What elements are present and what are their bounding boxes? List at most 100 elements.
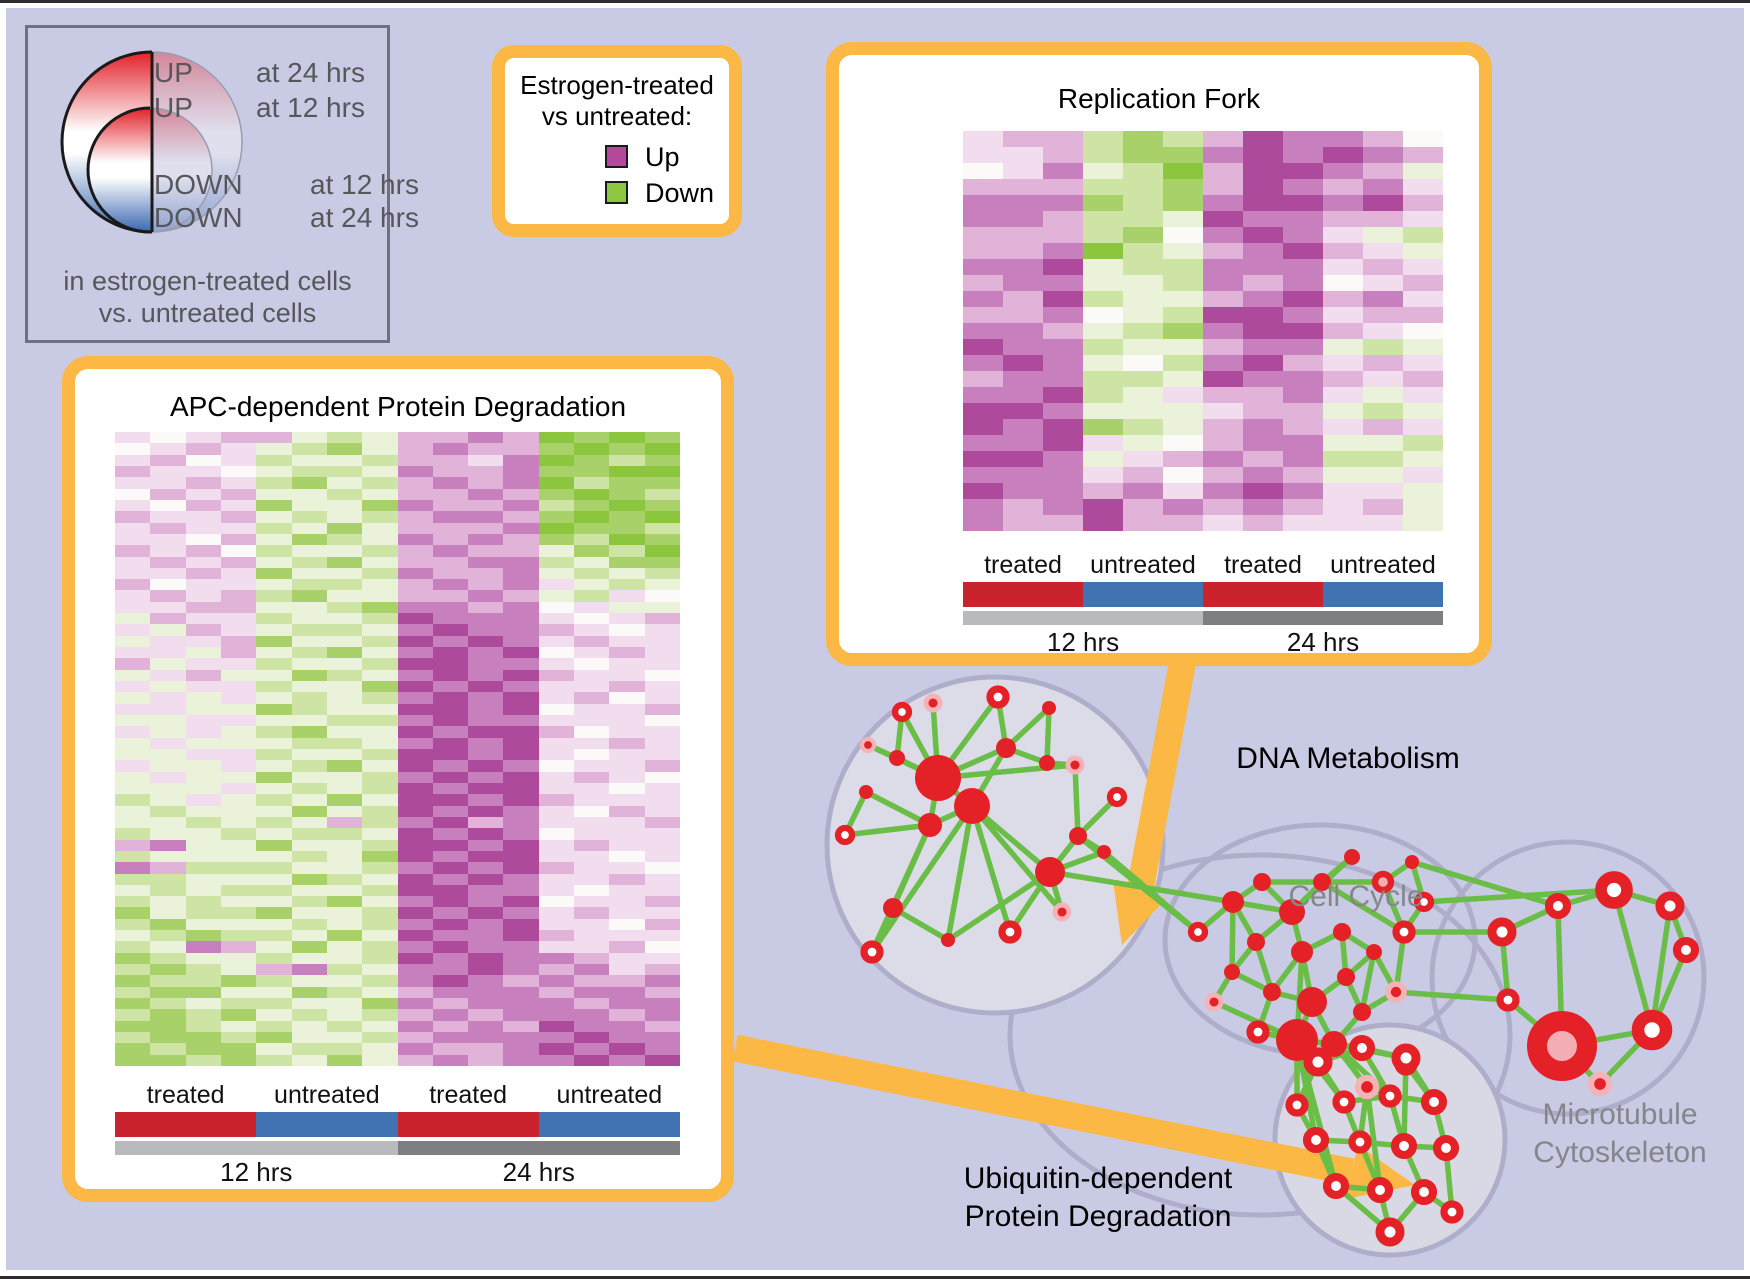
network-node <box>1247 933 1265 951</box>
heatmap-cell <box>150 533 186 546</box>
heatmap-cell <box>1403 147 1443 163</box>
heatmap-cell <box>1123 451 1163 467</box>
heatmap-cell <box>1203 227 1243 243</box>
heatmap-cell <box>256 511 292 523</box>
heatmap-cell <box>574 907 610 919</box>
heatmap-cell <box>1203 275 1243 291</box>
network-node <box>1410 1178 1438 1206</box>
heatmap-cell <box>468 545 504 557</box>
heatmap-cell <box>468 805 504 817</box>
heatmap-cell <box>150 579 186 591</box>
heatmap-cell <box>644 533 680 546</box>
heatmap-cell <box>185 975 221 987</box>
heatmap-cell <box>256 748 292 761</box>
heatmap-cell <box>115 918 151 931</box>
heatmap-cell <box>220 850 257 863</box>
heatmap-cell <box>1243 355 1283 371</box>
heatmap-cell <box>1003 147 1043 163</box>
heatmap-cell <box>1363 131 1403 147</box>
heatmap-cell <box>115 715 151 727</box>
heatmap-cell <box>644 567 680 580</box>
heatmap-cell <box>432 998 469 1010</box>
heatmap-cell <box>1323 515 1363 531</box>
heatmap-cell <box>1083 339 1123 355</box>
heatmap-cell <box>185 432 221 444</box>
heatmap-cell <box>362 816 398 829</box>
heatmap-cell <box>150 545 186 557</box>
heatmap-cell <box>503 715 539 727</box>
heatmap-cell <box>574 567 610 580</box>
heatmap-cell <box>291 952 327 965</box>
heatmap-cell <box>150 986 186 999</box>
heatmap-cell <box>1043 291 1083 307</box>
heatmap-cell <box>538 726 575 738</box>
heatmap-cell <box>644 896 680 908</box>
heatmap-cell <box>468 748 504 761</box>
heatmap-cell <box>503 805 539 817</box>
heatmap-cell <box>574 782 610 795</box>
heatmap-cell <box>291 1043 327 1055</box>
heatmap-cell <box>220 986 257 999</box>
heatmap-cell <box>1003 195 1043 211</box>
heatmap-cell <box>538 771 575 783</box>
heatmap-cell <box>256 918 292 931</box>
heatmap-cell <box>220 896 257 908</box>
network-node <box>1527 1011 1597 1081</box>
heatmap-cell <box>1323 307 1363 323</box>
heatmap-cell <box>1003 419 1043 435</box>
heatmap-cell <box>397 1054 433 1066</box>
heatmap-cell <box>1283 355 1323 371</box>
heatmap-cell <box>397 1043 433 1055</box>
heatmap-cell <box>432 816 469 829</box>
heatmap-cell <box>432 443 469 455</box>
heatmap-cell <box>1323 387 1363 403</box>
heatmap-cell <box>1123 163 1163 179</box>
heatmap-cell <box>644 465 680 478</box>
heatmap-cell <box>1403 195 1443 211</box>
heatmap-cell <box>574 533 610 546</box>
heatmap-cell <box>468 601 504 614</box>
heatmap-cell <box>574 715 610 727</box>
heatmap-cell <box>1003 339 1043 355</box>
heatmap-cell <box>644 681 680 693</box>
heatmap-cell <box>609 828 645 840</box>
heatmap-cell <box>644 545 680 557</box>
heatmap-cell <box>115 975 151 987</box>
heatmap-cell <box>432 432 469 444</box>
heatmap-cell <box>150 918 186 931</box>
heatmap-cell <box>432 862 469 874</box>
heatmap-cell <box>1283 243 1323 259</box>
heatmap-cell <box>1003 483 1043 499</box>
heatmap-cell <box>468 986 504 999</box>
heatmap-cell <box>468 477 504 489</box>
heatmap-cell <box>1163 483 1203 499</box>
heatmap-cell <box>1003 371 1043 387</box>
heatmap-cell <box>291 703 327 716</box>
heatmap-cell <box>1403 371 1443 387</box>
heatmap-cell <box>609 862 645 874</box>
heatmap-cell <box>220 567 257 580</box>
heatmap-cell <box>256 782 292 795</box>
heatmap-cell <box>1083 387 1123 403</box>
ubiquitin-label: Ubiquitin-dependent Protein Degradation <box>964 1160 1233 1236</box>
heatmap-cell <box>1363 355 1403 371</box>
heatmap-cell <box>362 545 398 557</box>
heatmap-cell <box>362 839 398 851</box>
heatmap-cell <box>538 590 575 602</box>
heatmap-cell <box>291 624 327 636</box>
heatmap-cell <box>432 703 469 716</box>
heatmap-cell <box>644 432 680 444</box>
heatmap-cell <box>115 1032 151 1044</box>
heatmap-cell <box>256 545 292 557</box>
heatmap-cell <box>150 465 186 478</box>
heatmap-cell <box>115 907 151 919</box>
network-node <box>1224 964 1240 980</box>
heatmap-cell <box>1203 147 1243 163</box>
heatmap-cell <box>220 545 257 557</box>
heatmap-cell <box>115 805 151 817</box>
heatmap-cell <box>115 556 151 568</box>
heatmap-cell <box>1243 451 1283 467</box>
heatmap-cell <box>150 737 186 749</box>
heatmap-cell <box>185 681 221 693</box>
heatmap-cell <box>644 1009 680 1021</box>
